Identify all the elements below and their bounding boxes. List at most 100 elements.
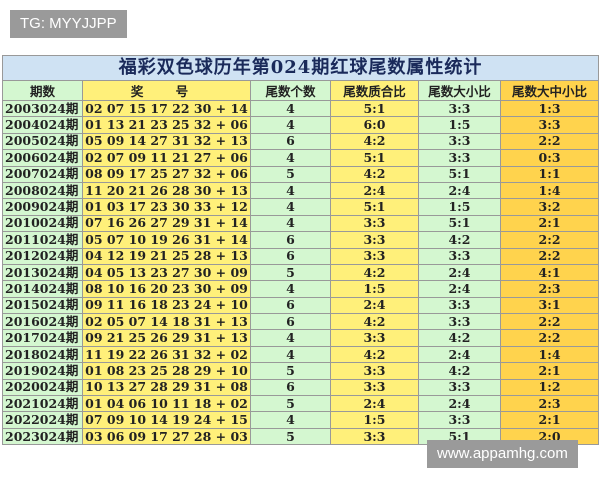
table-cell: 2:2 xyxy=(499,132,600,151)
table-cell: 08 09 17 25 27 32 + 06 xyxy=(82,165,251,183)
table-cell: 2009024期 xyxy=(2,198,83,216)
table-cell: 3:3 xyxy=(418,296,501,315)
table-cell: 5 xyxy=(250,263,331,282)
table-row: 2016024期 02 05 07 14 18 31 + 13 6 4:2 3:3 2:2 xyxy=(2,313,600,331)
header-row: 期数奖 号尾数个数 尾数质合比 尾数大小比 尾数大中小比 xyxy=(2,80,600,101)
table-cell: 2:4 xyxy=(418,263,501,282)
table-cell: 4 xyxy=(250,280,331,298)
table-cell: 1:5 xyxy=(418,116,501,134)
table-cell: 6 xyxy=(250,296,331,315)
table-cell: 2:4 xyxy=(418,395,501,413)
table-cell: 4:2 xyxy=(418,362,501,380)
table-cell: 2:2 xyxy=(499,329,600,347)
table-cell: 5:1 xyxy=(330,198,419,216)
table-cell: 3:3 xyxy=(418,378,501,397)
table-cell: 4 xyxy=(250,149,331,167)
table-cell: 4:2 xyxy=(330,165,419,183)
table-cell: 2:1 xyxy=(499,214,600,233)
table-cell: 03 06 09 17 27 28 + 03 xyxy=(82,427,251,446)
table-cell: 2021024期 xyxy=(2,395,83,413)
table-cell: 5:1 xyxy=(418,165,501,183)
table-cell: 3:3 xyxy=(330,231,419,249)
table-cell: 07 09 10 14 19 24 + 15 xyxy=(82,411,251,429)
table-cell: 04 12 19 21 25 28 + 13 xyxy=(82,247,251,265)
table-cell: 09 11 16 18 23 24 + 10 xyxy=(82,296,251,315)
table-cell: 3:3 xyxy=(418,99,501,118)
table-cell: 3:3 xyxy=(330,427,419,446)
header-cell: 尾数个数 xyxy=(250,80,331,101)
table-cell: 1:4 xyxy=(499,345,600,364)
table-cell: 11 20 21 26 28 30 + 13 xyxy=(82,181,251,200)
table-row: 2004024期 01 13 21 23 25 32 + 06 4 6:0 1:5 3:3 xyxy=(2,116,600,134)
header-cell: 尾数大小比 xyxy=(418,80,501,101)
table-title: 福彩双色球历年第024期红球尾数属性统计 xyxy=(1,55,600,81)
table-row: 2015024期 09 11 16 18 23 24 + 10 6 2:4 3:3 3:1 xyxy=(2,296,600,315)
table-cell: 5 xyxy=(250,362,331,380)
table-cell: 1:5 xyxy=(330,411,419,429)
table-cell: 1:1 xyxy=(499,165,600,183)
header-cell: 期数 xyxy=(2,80,83,101)
table-cell: 2:3 xyxy=(499,395,600,413)
table-cell: 2:2 xyxy=(499,231,600,249)
table-row: 2020024期 10 13 27 28 29 31 + 08 6 3:3 3:3 1:2 xyxy=(2,378,600,397)
table-row: 2014024期 08 10 16 20 23 30 + 09 4 1:5 2:4 2:3 xyxy=(2,280,600,298)
table-cell: 3:3 xyxy=(418,149,501,167)
header-cell: 尾数大中小比 xyxy=(499,80,600,101)
table-cell: 6 xyxy=(250,313,331,331)
table-cell: 3:2 xyxy=(499,198,600,216)
table-row: 2019024期 01 08 23 25 28 29 + 10 5 3:3 4:2 2:1 xyxy=(2,362,600,380)
table-row: 2006024期 02 07 09 11 21 27 + 06 4 5:1 3:3 0:3 xyxy=(2,149,600,167)
table-cell: 3:3 xyxy=(330,247,419,265)
table-cell: 2:3 xyxy=(499,280,600,298)
table-cell: 4 xyxy=(250,181,331,200)
table-cell: 1:4 xyxy=(499,181,600,200)
table-cell: 2005024期 xyxy=(2,132,83,151)
table-cell: 10 13 27 28 29 31 + 08 xyxy=(82,378,251,397)
table-cell: 2019024期 xyxy=(2,362,83,380)
table-row: 2005024期 05 09 14 27 31 32 + 13 6 4:2 3:3 2:2 xyxy=(2,132,600,151)
table-cell: 02 05 07 14 18 31 + 13 xyxy=(82,313,251,331)
table-cell: 4:2 xyxy=(330,263,419,282)
table-cell: 6:0 xyxy=(330,116,419,134)
table-cell: 05 07 10 19 26 31 + 14 xyxy=(82,231,251,249)
table-cell: 1:5 xyxy=(418,198,501,216)
stats-table: 福彩双色球历年第024期红球尾数属性统计 期数奖 号尾数个数 尾数质合比 尾数大小比… xyxy=(1,55,600,446)
table-cell: 2012024期 xyxy=(2,247,83,265)
table-cell: 6 xyxy=(250,231,331,249)
table-cell: 01 03 17 23 30 33 + 12 xyxy=(82,198,251,216)
watermark: TG: MYYJJPP xyxy=(10,10,127,38)
table-cell: 02 07 15 17 22 30 + 14 xyxy=(82,99,251,118)
table-cell: 4 xyxy=(250,411,331,429)
table-cell: 4:2 xyxy=(330,345,419,364)
table-cell: 4 xyxy=(250,198,331,216)
table-cell: 2:4 xyxy=(330,395,419,413)
table-row: 2022024期 07 09 10 14 19 24 + 15 4 1:5 3:3 2:1 xyxy=(2,411,600,429)
table-cell: 5 xyxy=(250,427,331,446)
table-cell: 2011024期 xyxy=(2,231,83,249)
table-row: 2011024期 05 07 10 19 26 31 + 14 6 3:3 4:2 2:2 xyxy=(2,231,600,249)
table-cell: 3:3 xyxy=(418,247,501,265)
table-row: 2012024期 04 12 19 21 25 28 + 13 6 3:3 3:3 2:2 xyxy=(2,247,600,265)
table-cell: 6 xyxy=(250,132,331,151)
table-cell: 5 xyxy=(250,165,331,183)
table-cell: 2:1 xyxy=(499,411,600,429)
table-cell: 3:3 xyxy=(418,313,501,331)
table-cell: 2018024期 xyxy=(2,345,83,364)
table-cell: 6 xyxy=(250,378,331,397)
table-cell: 2017024期 xyxy=(2,329,83,347)
table-cell: 4:2 xyxy=(330,313,419,331)
table-cell: 05 09 14 27 31 32 + 13 xyxy=(82,132,251,151)
table-cell: 3:3 xyxy=(499,116,600,134)
table-row: 2007024期 08 09 17 25 27 32 + 06 5 4:2 5:1 1:1 xyxy=(2,165,600,183)
table-cell: 2006024期 xyxy=(2,149,83,167)
table-cell: 4:2 xyxy=(418,329,501,347)
table-cell: 4 xyxy=(250,116,331,134)
table-cell: 0:3 xyxy=(499,149,600,167)
table-cell: 5 xyxy=(250,395,331,413)
table-row: 2010024期 07 16 26 27 29 31 + 14 4 3:3 5:1 2:1 xyxy=(2,214,600,233)
table-cell: 3:3 xyxy=(330,378,419,397)
table-cell: 2:4 xyxy=(330,181,419,200)
table-cell: 3:3 xyxy=(330,329,419,347)
table-cell: 5:1 xyxy=(330,149,419,167)
table-row: 2021024期 01 04 06 10 11 18 + 02 5 2:4 2:4 2:3 xyxy=(2,395,600,413)
